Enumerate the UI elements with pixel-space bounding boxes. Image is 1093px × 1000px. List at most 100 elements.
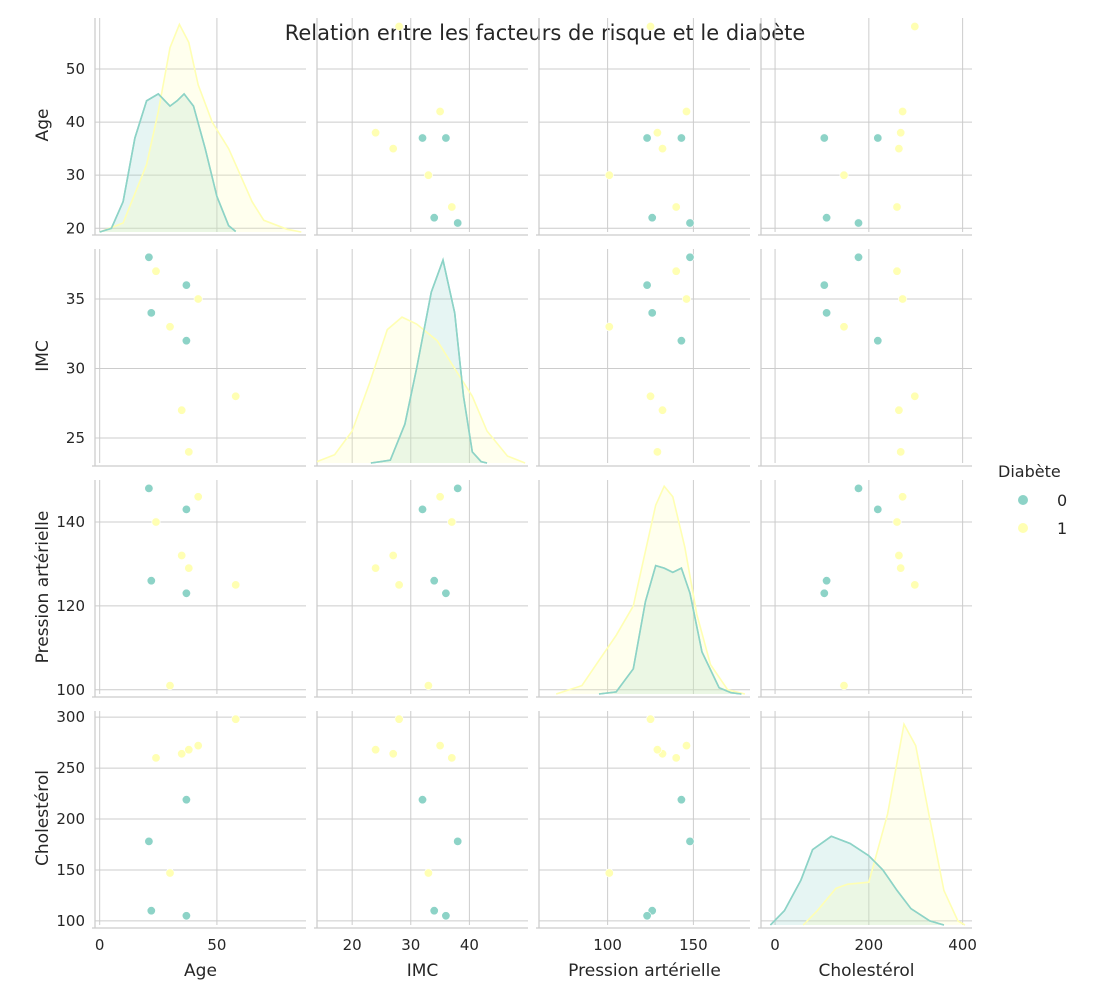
scatter-point (676, 795, 686, 805)
scatter-point (652, 128, 662, 138)
scatter-point (184, 745, 194, 755)
kde-line-top-pression-arterielle-0 (598, 564, 742, 695)
scatter-point (146, 576, 156, 586)
panel-age-vs-cholesterol (758, 18, 972, 236)
scatter-point (604, 868, 614, 878)
scatter-point (657, 405, 667, 415)
scatter-point (177, 405, 187, 415)
scatter-point (839, 322, 849, 332)
y-tick-label: 250 (56, 759, 85, 777)
x-tick-label: 400 (948, 936, 977, 954)
scatter-point (676, 336, 686, 346)
kde-line-top-cholesterol-0 (769, 835, 945, 926)
x-tick-label: 0 (770, 936, 780, 954)
scatter-point (231, 391, 241, 401)
scatter-point (642, 911, 652, 921)
scatter-point (822, 213, 832, 223)
scatter-point (429, 213, 439, 223)
panel-age-vs-pression-arterielle (536, 18, 750, 236)
y-tick-label: 200 (56, 810, 85, 828)
y-tick-label: 35 (66, 290, 85, 308)
scatter-point (423, 681, 433, 691)
kde-fill-imc-1 (317, 317, 526, 463)
scatter-point (685, 218, 695, 228)
scatter-point (394, 714, 404, 724)
scatter-point (873, 133, 883, 143)
scatter-point (146, 308, 156, 318)
scatter-point (151, 753, 161, 763)
y-tick-label: 20 (66, 219, 85, 237)
kde-fill-imc-0 (370, 260, 487, 463)
scatter-point (144, 836, 154, 846)
panel-pression-arterielle-vs-pression-arterielle (536, 480, 750, 698)
scatter-point (447, 517, 457, 527)
scatter-point (681, 741, 691, 751)
scatter-point (447, 202, 457, 212)
scatter-point (181, 911, 191, 921)
scatter-point (441, 911, 451, 921)
scatter-point (371, 563, 381, 573)
scatter-point (822, 308, 832, 318)
scatter-point (429, 576, 439, 586)
scatter-point (144, 252, 154, 262)
legend-label-1: 1 (1057, 519, 1067, 538)
scatter-point (898, 492, 908, 502)
scatter-point (681, 107, 691, 117)
scatter-point (453, 483, 463, 493)
y-axis-label-age: Age (33, 109, 53, 142)
scatter-point (873, 504, 883, 514)
y-tick-label: 150 (56, 861, 85, 879)
scatter-point (447, 753, 457, 763)
scatter-point (146, 906, 156, 916)
scatter-point (822, 576, 832, 586)
scatter-point (429, 906, 439, 916)
scatter-point (853, 218, 863, 228)
scatter-point (417, 504, 427, 514)
panel-imc-vs-pression-arterielle (536, 249, 750, 467)
scatter-point (819, 280, 829, 290)
scatter-point (647, 213, 657, 223)
kde-line-top-imc-0 (370, 257, 488, 464)
y-tick-label: 25 (66, 429, 85, 447)
y-tick-label: 140 (56, 513, 85, 531)
scatter-point (839, 170, 849, 180)
x-axis-label-age: Age (184, 961, 217, 981)
scatter-point (671, 266, 681, 276)
scatter-point (910, 21, 920, 31)
scatter-point (151, 517, 161, 527)
scatter-point (896, 447, 906, 457)
y-axis-label-pression-arterielle: Pression artérielle (33, 511, 53, 664)
scatter-point (645, 391, 655, 401)
scatter-point (177, 550, 187, 560)
scatter-point (165, 868, 175, 878)
scatter-point (896, 563, 906, 573)
scatter-point (181, 588, 191, 598)
x-axis-label-pression-arterielle: Pression artérielle (568, 961, 721, 981)
scatter-point (144, 483, 154, 493)
scatter-point (394, 580, 404, 590)
scatter-point (892, 202, 902, 212)
scatter-point (894, 550, 904, 560)
scatter-point (423, 868, 433, 878)
scatter-point (388, 550, 398, 560)
scatter-point (604, 322, 614, 332)
scatter-point (685, 836, 695, 846)
pairplot-grid (92, 18, 972, 929)
scatter-point (417, 133, 427, 143)
panel-cholesterol-vs-age (92, 711, 306, 929)
scatter-point (853, 483, 863, 493)
scatter-point (231, 714, 241, 724)
scatter-point (910, 391, 920, 401)
kde-fill-age-1 (99, 24, 302, 233)
y-tick-label: 30 (66, 360, 85, 378)
scatter-point (645, 714, 655, 724)
scatter-point (873, 336, 883, 346)
scatter-point (676, 133, 686, 143)
chart-title: Relation entre les facteurs de risque et… (285, 21, 806, 45)
scatter-point (839, 681, 849, 691)
scatter-point (181, 280, 191, 290)
scatter-point (193, 741, 203, 751)
scatter-point (657, 144, 667, 154)
panel-pression-arterielle-vs-cholesterol (758, 480, 972, 698)
scatter-point (898, 107, 908, 117)
